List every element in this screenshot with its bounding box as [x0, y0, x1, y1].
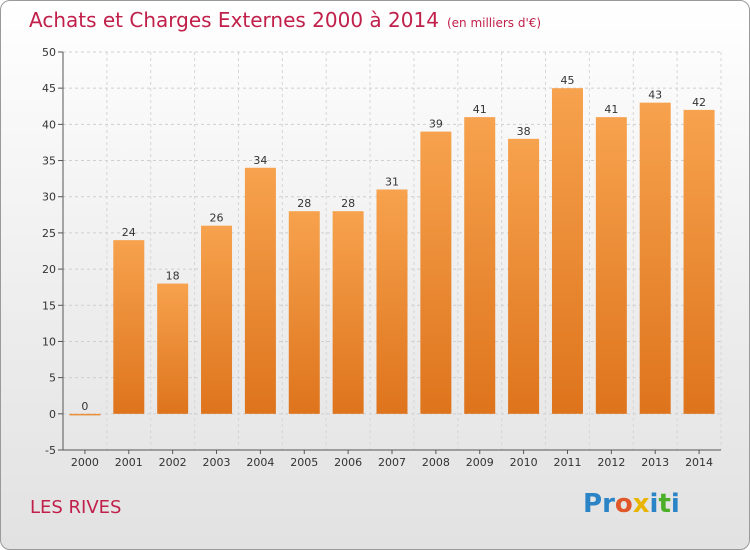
- x-tick-label: 2007: [378, 456, 406, 469]
- x-tick-label: 2006: [334, 456, 362, 469]
- value-label-2012: 41: [604, 103, 618, 116]
- bar-2000: [69, 413, 101, 416]
- logo-letter: i: [670, 489, 680, 519]
- x-tick-label: 2012: [597, 456, 625, 469]
- chart-title-text: Achats et Charges Externes 2000 à 2014: [29, 8, 439, 32]
- x-tick-label: 2014: [685, 456, 713, 469]
- axes: -5 0 5 10 15 20 25 30 35 40 45 50 2000 2001 2002 2003 20…: [42, 46, 721, 469]
- bar-2002: [157, 283, 189, 414]
- y-tick-label: 40: [42, 118, 56, 131]
- logo-letter: i: [649, 489, 659, 519]
- bar-2011: [551, 88, 583, 414]
- bars: [69, 88, 715, 416]
- y-tick-label: 35: [42, 155, 56, 168]
- x-tick-label: 2000: [71, 456, 99, 469]
- value-label-2001: 24: [122, 226, 136, 239]
- proxiti-logo: Proxiti: [583, 489, 680, 519]
- x-tick-label: 2001: [115, 456, 143, 469]
- value-label-2004: 34: [253, 154, 267, 167]
- value-label-2013: 43: [648, 89, 662, 102]
- y-tick-label: 45: [42, 82, 56, 95]
- bar-2012: [595, 117, 627, 414]
- logo-letter: x: [632, 489, 650, 519]
- value-label-2003: 26: [210, 212, 224, 225]
- value-label-2005: 28: [297, 197, 311, 210]
- y-tick-label: 0: [49, 408, 56, 421]
- value-label-2008: 39: [429, 118, 443, 131]
- value-label-2007: 31: [385, 175, 399, 188]
- x-tick-label: 2002: [159, 456, 187, 469]
- x-tick-label: 2003: [203, 456, 231, 469]
- logo-letter: P: [583, 489, 603, 519]
- x-tick-label: 2004: [246, 456, 274, 469]
- bar-2014: [683, 109, 715, 414]
- bar-2004: [244, 167, 276, 414]
- y-tick-label: 50: [42, 46, 56, 59]
- y-tick-label: 30: [42, 191, 56, 204]
- value-label-2002: 18: [166, 270, 180, 283]
- x-tick-label: 2008: [422, 456, 450, 469]
- bar-2007: [376, 189, 408, 414]
- x-tick-label: 2013: [641, 456, 669, 469]
- bar-2006: [332, 211, 364, 414]
- value-label-2006: 28: [341, 197, 355, 210]
- y-tick-label: 10: [42, 335, 56, 348]
- bar-2009: [464, 117, 496, 414]
- value-label-2000: 0: [81, 400, 88, 413]
- y-tick-label: -5: [45, 444, 56, 457]
- y-tick-label: 5: [49, 372, 56, 385]
- value-label-2011: 45: [560, 74, 574, 87]
- chart-title: Achats et Charges Externes 2000 à 2014 (e…: [29, 8, 541, 32]
- value-label-2009: 41: [473, 103, 487, 116]
- x-tick-label: 2010: [510, 456, 538, 469]
- y-tick-label: 15: [42, 299, 56, 312]
- x-tick-label: 2009: [466, 456, 494, 469]
- y-tick-label: 20: [42, 263, 56, 276]
- value-label-2010: 38: [517, 125, 531, 138]
- value-label-2014: 42: [692, 96, 706, 109]
- bar-2010: [508, 138, 540, 414]
- bar-2003: [201, 225, 233, 414]
- logo-letter: r: [602, 489, 615, 519]
- y-tick-label: 25: [42, 227, 56, 240]
- bar-2001: [113, 240, 145, 414]
- bar-2005: [288, 211, 320, 414]
- data-labels: 0 24 18 26 34 28 28 31 39 41 38 45 41 43 42: [81, 74, 706, 413]
- bar-2013: [639, 102, 671, 414]
- logo-letter: o: [614, 489, 633, 519]
- place-name: LES RIVES: [30, 497, 122, 518]
- bar-2008: [420, 131, 452, 414]
- logo-letter: t: [658, 489, 671, 519]
- chart-unit: (en milliers d'€): [446, 16, 542, 30]
- x-tick-label: 2011: [553, 456, 581, 469]
- x-tick-label: 2005: [290, 456, 318, 469]
